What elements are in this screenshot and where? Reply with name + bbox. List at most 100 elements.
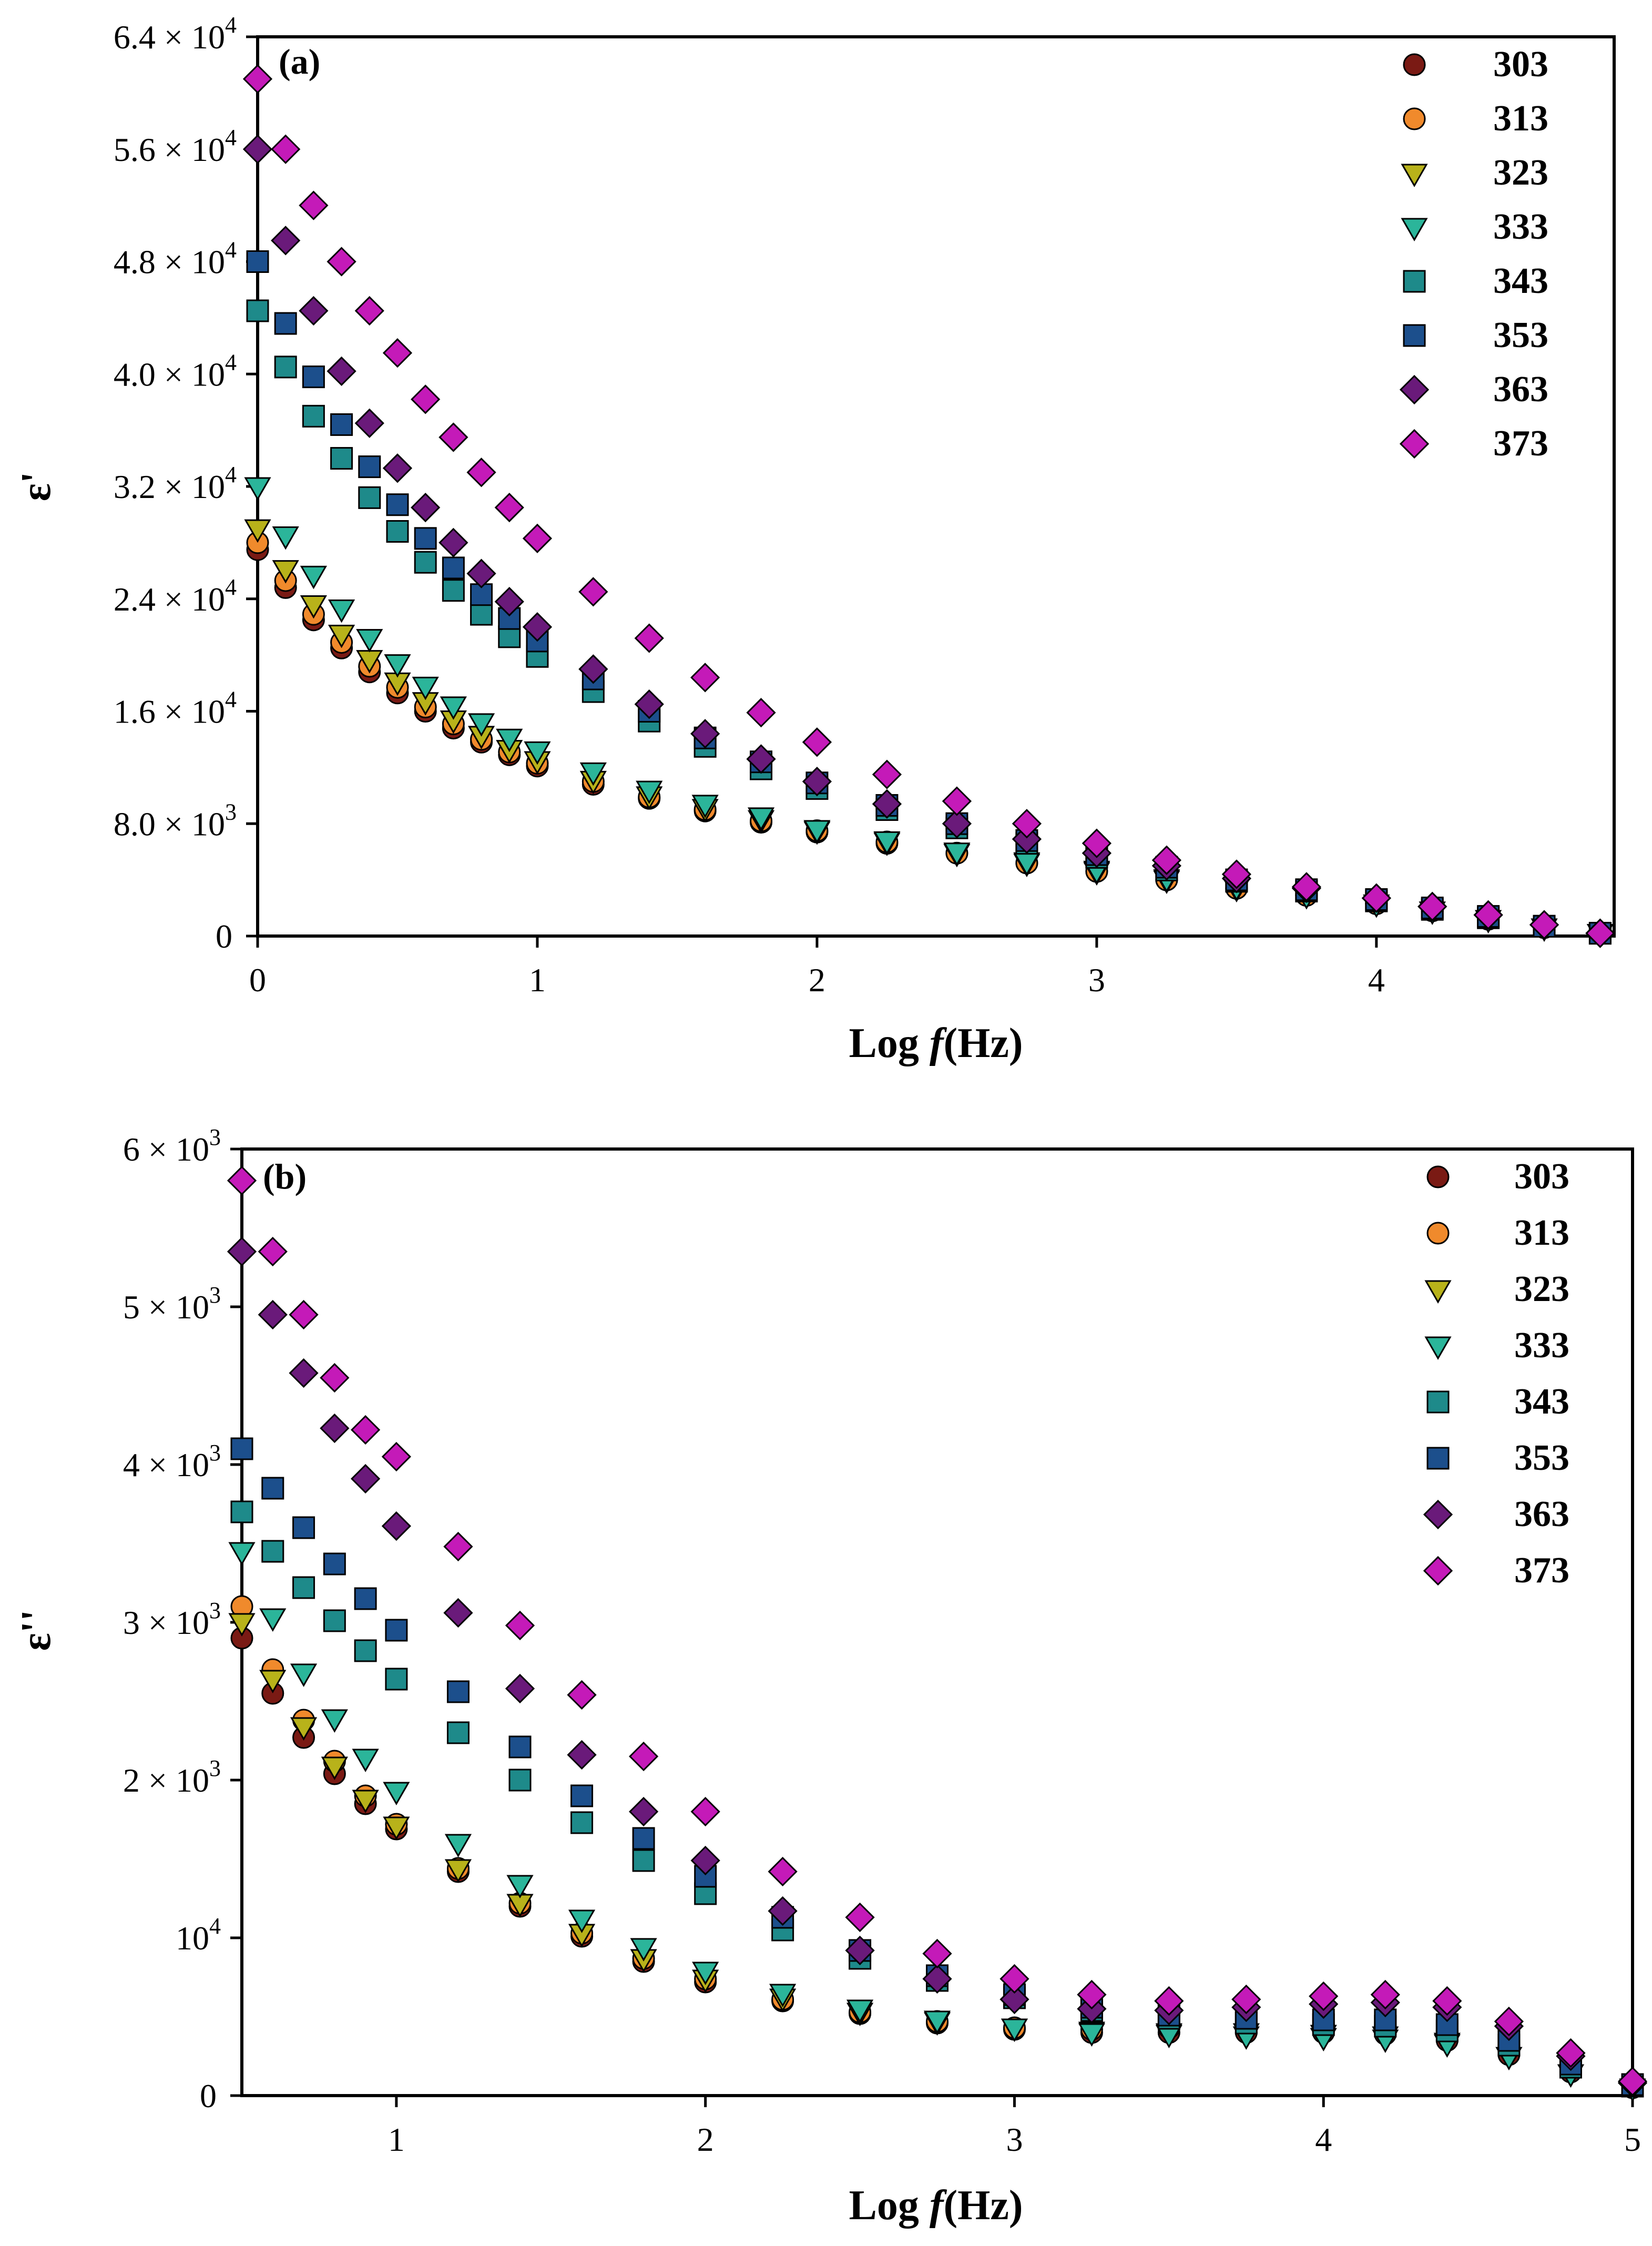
data-point	[228, 1542, 256, 1566]
data-point	[1012, 809, 1042, 839]
data-point	[300, 595, 327, 619]
data-point	[1000, 1964, 1029, 1994]
data-point	[259, 1670, 287, 1694]
series-group-b	[227, 1165, 1648, 2102]
data-point	[440, 696, 467, 720]
data-point	[1151, 845, 1181, 875]
data-point	[578, 654, 608, 684]
y-tick-label: 6.4 × 104	[114, 12, 237, 56]
data-point	[352, 1790, 379, 1814]
data-point	[384, 654, 411, 678]
data-point	[242, 64, 273, 94]
data-point	[1309, 1981, 1339, 2011]
legend-marker-303	[1426, 1165, 1450, 1188]
legend-marker-323	[1424, 1280, 1452, 1304]
x-tick-label: 2	[809, 961, 825, 999]
data-point	[444, 1834, 472, 1858]
series-363	[242, 134, 1615, 948]
series-353	[230, 1437, 1644, 2096]
y-tick-label: 3.2 × 104	[114, 462, 237, 505]
legend-marker-343	[1403, 270, 1426, 293]
data-point	[292, 1576, 315, 1599]
data-point	[442, 556, 465, 580]
data-point	[299, 296, 329, 326]
data-point	[1585, 918, 1615, 948]
data-point	[290, 1663, 318, 1688]
data-point	[630, 1938, 657, 1962]
data-point	[439, 422, 468, 452]
y-tick-label: 0	[200, 2077, 217, 2115]
x-axis-title-b: Log f(Hz)	[849, 2182, 1023, 2229]
data-point	[386, 520, 409, 543]
data-point	[381, 1441, 412, 1472]
legend-label-373: 373	[1493, 423, 1548, 464]
data-point	[1473, 900, 1503, 930]
data-point	[872, 759, 902, 789]
data-point	[352, 1749, 379, 1773]
data-point	[768, 1856, 798, 1887]
y-tick-label: 4.0 × 104	[114, 349, 237, 393]
y-tick-label: 104	[176, 1913, 221, 1957]
data-point	[271, 134, 301, 164]
data-point	[467, 713, 495, 737]
legend-marker-313	[1403, 107, 1426, 130]
x-tick-label: 3	[1006, 2121, 1023, 2158]
data-point	[228, 1613, 256, 1637]
data-point	[302, 404, 325, 428]
data-point	[274, 355, 297, 379]
legend-marker-353	[1403, 324, 1426, 347]
data-point	[508, 1769, 532, 1792]
data-point	[261, 1477, 284, 1500]
x-tick-label: 3	[1088, 961, 1105, 999]
legend-b: 303 313 323 333 343 353 363 373	[1423, 1156, 1569, 1591]
data-point	[873, 831, 901, 855]
data-point	[522, 523, 553, 553]
legend-label-353: 353	[1514, 1438, 1569, 1478]
data-point	[323, 1552, 346, 1576]
legend-label-363: 363	[1493, 369, 1548, 410]
data-point	[381, 1511, 412, 1541]
series-group-a	[242, 64, 1615, 948]
data-point	[292, 1516, 315, 1539]
data-point	[246, 299, 269, 322]
data-point	[845, 1902, 875, 1933]
data-point	[570, 1784, 594, 1807]
legend-label-333: 333	[1514, 1325, 1569, 1366]
legend-marker-363	[1423, 1499, 1453, 1530]
data-point	[922, 1938, 952, 1969]
data-point	[446, 1680, 470, 1703]
y-axis-ticks-b: 0 104 2 × 103 3 × 103 4 × 103 5 × 103 6 × 103	[123, 1124, 242, 2115]
data-point	[1556, 2038, 1586, 2068]
data-point	[358, 455, 381, 479]
data-point	[636, 780, 663, 805]
x-tick-label: 1	[388, 2121, 405, 2158]
data-point	[466, 458, 496, 487]
y-tick-label: 6 × 103	[123, 1124, 221, 1168]
data-point	[242, 134, 273, 164]
data-point	[578, 577, 608, 607]
data-point	[522, 612, 553, 642]
legend-label-303: 303	[1493, 44, 1548, 85]
data-point	[383, 1816, 410, 1841]
data-point	[354, 1587, 377, 1610]
data-point	[508, 1735, 532, 1759]
data-point	[321, 1709, 348, 1733]
x-axis-ticks-a: 0 1 2 3 4	[249, 936, 1385, 999]
data-point	[227, 1165, 257, 1196]
data-point	[690, 1845, 720, 1876]
data-point	[747, 807, 775, 831]
data-point	[846, 1999, 874, 2024]
data-point	[628, 1796, 659, 1827]
data-point	[385, 1619, 408, 1642]
data-point	[354, 296, 384, 326]
data-point	[568, 1909, 596, 1934]
legend-marker-373	[1423, 1556, 1453, 1586]
series-343	[230, 1500, 1644, 2098]
data-point	[412, 676, 439, 700]
data-point	[632, 1827, 655, 1850]
legend-label-323: 323	[1514, 1269, 1569, 1309]
data-point	[444, 1859, 472, 1883]
data-point	[446, 1721, 470, 1744]
legend-marker-373	[1399, 429, 1430, 459]
data-point	[1154, 1986, 1184, 2016]
